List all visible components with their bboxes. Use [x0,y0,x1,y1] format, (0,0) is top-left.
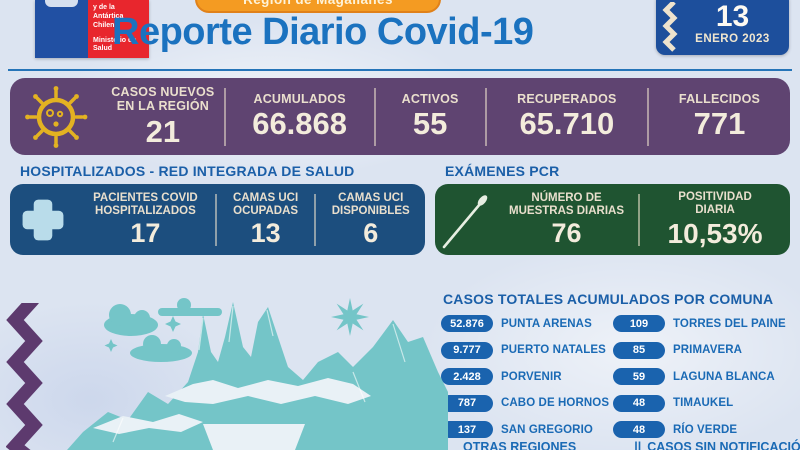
stat-label: ACUMULADOS [253,92,346,107]
page-title: Reporte Diario Covid-19 [112,11,534,53]
stat-label: FALLECIDOS [678,92,761,107]
stat-value: 771 [693,106,746,142]
comuna-name: CABO DE HORNOS [501,397,610,409]
stat-label: POSITIVIDAD DIARIA [678,191,752,217]
government-logo: y de la Antártica Chilena Ministerio de … [35,0,149,58]
stat-acumulados: ACUMULADOS 66.868 [226,90,374,143]
comuna-row: 85 PRIMAVERA [613,341,795,359]
stat-value: 13 [250,218,281,249]
comuna-count-badge: 9.777 [441,341,493,359]
hospitalized-box: PACIENTES COVID HOSPITALIZADOS 17 CAMAS … [10,184,425,255]
comuna-count-badge: 137 [441,421,493,438]
comuna-row: 48 TIMAUKEL [613,394,795,412]
stat-positividad-diaria: POSITIVIDAD DIARIA 10,53% [640,189,790,250]
stat-pacientes-hospitalizados: PACIENTES COVID HOSPITALIZADOS 17 [76,190,215,250]
stat-label: CAMAS UCI DISPONIBLES [331,191,410,217]
comuna-count-badge: 85 [613,341,665,359]
stat-value: 21 [145,113,181,149]
stat-value: 55 [412,106,448,142]
date-month-year: ENERO 2023 [695,33,770,45]
divider [214,193,217,246]
footer-otras-regiones: OTRAS REGIONES [463,440,577,450]
divider [223,87,226,146]
divider [638,193,641,246]
stat-value: 17 [130,218,161,249]
comuna-name: TIMAUKEL [673,397,734,409]
region-badge-label: Región de Magallanes [243,0,393,7]
comuna-name: PUERTO NATALES [501,344,606,356]
stat-fallecidos: FALLECIDOS 771 [649,90,790,143]
swab-icon [435,184,495,255]
comuna-row: 787 CABO DE HORNOS [441,394,613,412]
hospitalized-section-title: HOSPITALIZADOS - RED INTEGRADA DE SALUD [20,163,355,179]
stat-camas-uci-disponibles: CAMAS UCI DISPONIBLES 6 [316,190,425,250]
virus-icon [10,84,102,150]
date-day: 13 [715,0,750,33]
stat-value: 65.710 [519,106,615,142]
logo-emblem-icon [45,0,78,7]
stat-label: CASOS NUEVOS EN LA REGIÓN [111,84,215,114]
region-stats-bar: CASOS NUEVOS EN LA REGIÓN 21 ACUMULADOS … [10,78,790,155]
comuna-name: RÍO VERDE [673,423,738,436]
comuna-count-badge: 48 [613,394,665,412]
pcr-box: NÚMERO DE MUESTRAS DIARIAS 76 POSITIVIDA… [435,184,790,255]
pcr-section-title: EXÁMENES PCR [445,163,560,179]
stat-label: PACIENTES COVID HOSPITALIZADOS [93,191,198,217]
stat-label: NÚMERO DE MUESTRAS DIARIAS [509,191,625,217]
divider [647,87,649,146]
stat-casos-nuevos: CASOS NUEVOS EN LA REGIÓN 21 [102,83,224,150]
comuna-count-badge: 59 [613,368,665,385]
stat-value: 6 [363,218,379,249]
mountains-illustration [67,298,448,450]
footer-divider: || [634,440,642,450]
comuna-name: LAGUNA BLANCA [673,370,775,383]
footer-casos-sin-notificacion: CASOS SIN NOTIFICACIÓN [647,440,800,450]
logo-ministry-text: Ministerio de Salud [93,36,137,53]
comuna-name: SAN GREGORIO [501,423,593,436]
comuna-count-badge: 48 [613,421,665,438]
date-box: 13 ENERO 2023 [656,0,789,55]
comuna-count-badge: 109 [613,315,665,332]
comuna-name: PORVENIR [501,370,562,383]
logo-blue-panel [35,0,88,58]
logo-region-text: y de la Antártica Chilena [93,4,124,29]
stat-value: 76 [551,218,582,249]
comuna-row: 137 SAN GREGORIO [441,421,613,438]
medical-cross-icon [10,194,76,246]
comunas-section-title: CASOS TOTALES ACUMULADOS POR COMUNA [443,291,774,307]
comuna-row: 59 LAGUNA BLANCA [613,368,795,385]
stat-label: RECUPERADOS [517,92,617,107]
stat-label: CAMAS UCI OCUPADAS [233,191,299,217]
comuna-count-badge: 2.428 [441,368,493,385]
comunas-list: 52.876 PUNTA ARENAS 109 TORRES DEL PAINE… [441,315,795,438]
stat-value: 10,53% [667,217,763,249]
stat-label: ACTIVOS [401,92,459,107]
comuna-row: 52.876 PUNTA ARENAS [441,315,613,332]
divider [373,87,376,146]
comunas-footer: OTRAS REGIONES || CASOS SIN NOTIFICACIÓN [441,440,800,450]
comuna-row: 2.428 PORVENIR [441,368,613,385]
stat-muestras-diarias: NÚMERO DE MUESTRAS DIARIAS 76 [495,190,638,250]
stat-activos: ACTIVOS 55 [376,90,485,143]
stat-recuperados: RECUPERADOS 65.710 [487,90,647,143]
stat-camas-uci-ocupadas: CAMAS UCI OCUPADAS 13 [217,190,315,250]
comuna-row: 9.777 PUERTO NATALES [441,341,613,359]
stat-value: 66.868 [252,106,348,142]
header-divider [8,69,792,71]
divider [314,193,317,246]
zigzag-icon [662,2,678,52]
zigzag-decoration [6,303,43,450]
comuna-row: 109 TORRES DEL PAINE [613,315,795,332]
comuna-name: PUNTA ARENAS [501,317,592,330]
comuna-count-badge: 787 [441,394,493,412]
comuna-row: 48 RÍO VERDE [613,421,795,438]
comuna-count-badge: 52.876 [441,315,493,332]
comuna-name: PRIMAVERA [673,344,743,356]
comuna-name: TORRES DEL PAINE [673,317,786,330]
logo-red-panel: y de la Antártica Chilena Ministerio de … [88,0,149,58]
divider [484,87,487,146]
